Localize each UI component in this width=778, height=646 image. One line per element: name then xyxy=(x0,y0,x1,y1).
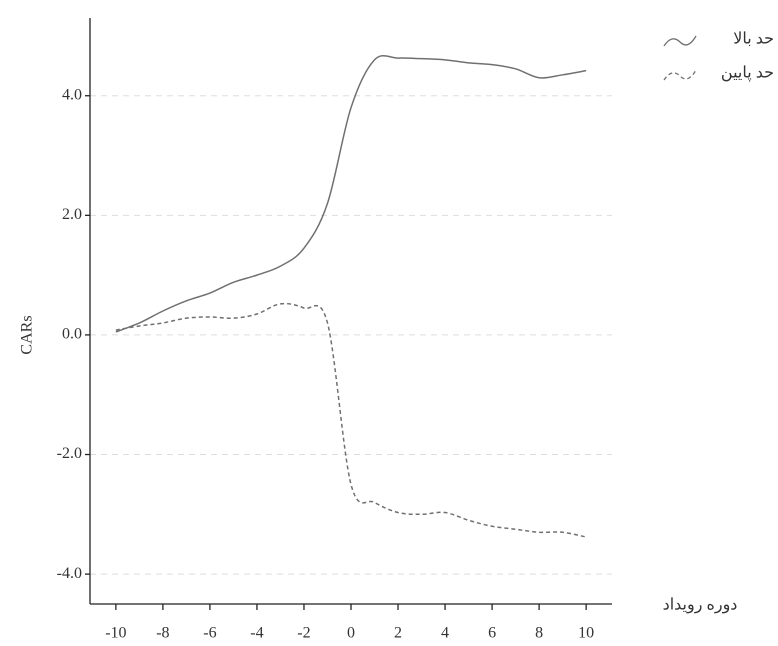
data-line xyxy=(115,54,587,333)
x-tick-label: 6 xyxy=(488,625,496,642)
x-tick-label: -4 xyxy=(250,625,263,642)
x-tick-label: 2 xyxy=(394,625,402,642)
legend-label: حد بالا xyxy=(733,31,774,48)
x-axis-label: دوره رویداد xyxy=(663,597,738,614)
x-tick-label: 10 xyxy=(578,625,594,642)
legend-label: حد پایین xyxy=(721,65,774,82)
x-tick-label: -8 xyxy=(156,625,169,642)
x-tick-label: 8 xyxy=(535,625,543,642)
x-tick-label: 4 xyxy=(441,625,449,642)
x-tick-label: -6 xyxy=(203,625,216,642)
y-tick-label: -4.0 xyxy=(57,565,82,582)
y-tick-label: 2.0 xyxy=(62,206,82,223)
x-tick-label: 0 xyxy=(347,625,355,642)
y-tick-label: 4.0 xyxy=(62,86,82,103)
y-axis-label: CARs xyxy=(19,315,36,354)
y-tick-label: 0.0 xyxy=(62,326,82,343)
x-tick-label: -10 xyxy=(105,625,126,642)
x-tick-label: -2 xyxy=(297,625,310,642)
y-tick-label: -2.0 xyxy=(57,445,82,462)
legend-swatch xyxy=(663,35,697,47)
data-line xyxy=(115,302,587,538)
legend-swatch xyxy=(663,69,697,81)
